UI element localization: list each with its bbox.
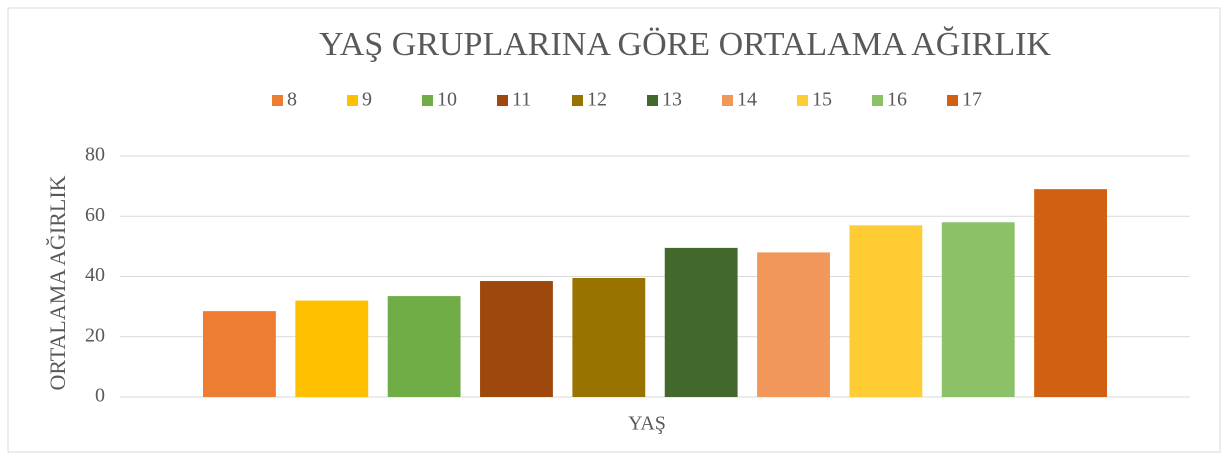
legend-swatch <box>497 95 508 106</box>
y-axis-label: ORTALAMA AĞIRLIK <box>45 175 70 390</box>
bar <box>480 281 553 397</box>
legend-swatch <box>947 95 958 106</box>
x-axis-label: YAŞ <box>628 413 666 435</box>
chart-title: YAŞ GRUPLARINA GÖRE ORTALAMA AĞIRLIK <box>319 26 1051 63</box>
bar <box>572 278 646 397</box>
legend-label: 14 <box>737 89 757 111</box>
bar <box>295 300 369 397</box>
legend-swatch <box>272 95 283 106</box>
y-tick-label: 0 <box>95 385 105 407</box>
y-tick-label: 60 <box>85 204 105 226</box>
legend-swatch <box>722 95 733 106</box>
bar <box>203 311 276 397</box>
legend-swatch <box>872 95 883 106</box>
legend-swatch <box>347 95 358 106</box>
legend-label: 13 <box>662 89 682 111</box>
legend-label: 8 <box>287 89 297 111</box>
legend-swatch <box>797 95 808 106</box>
legend-label: 16 <box>887 89 907 111</box>
bar <box>1034 189 1107 397</box>
bar <box>387 296 461 397</box>
bar <box>757 252 830 397</box>
legend-label: 9 <box>362 89 372 111</box>
y-tick-label: 20 <box>85 324 105 346</box>
legend-label: 12 <box>587 89 607 111</box>
bar <box>664 247 738 397</box>
legend-label: 10 <box>437 89 457 111</box>
y-tick-label: 80 <box>85 144 105 166</box>
legend-label: 11 <box>512 89 531 111</box>
legend-swatch <box>422 95 433 106</box>
legend-label: 15 <box>812 89 832 111</box>
bar <box>941 222 1015 397</box>
legend-swatch <box>647 95 658 106</box>
legend-swatch <box>572 95 583 106</box>
legend-label: 17 <box>962 89 982 111</box>
y-tick-label: 40 <box>85 264 105 286</box>
bar <box>849 225 923 397</box>
